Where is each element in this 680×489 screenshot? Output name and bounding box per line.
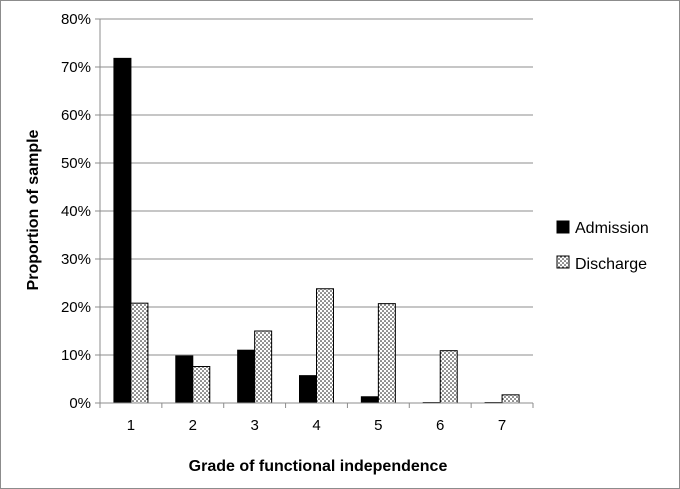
y-tick-label: 50% xyxy=(61,155,91,172)
x-tick-label: 3 xyxy=(250,417,258,434)
bar-discharge-5 xyxy=(377,303,396,404)
gridlines xyxy=(100,18,533,356)
bar-discharge-2 xyxy=(192,366,211,404)
y-tick-label: 40% xyxy=(61,203,91,220)
bar-admission-4 xyxy=(299,375,317,404)
bar-admission-2 xyxy=(175,355,194,404)
axes xyxy=(95,18,534,408)
bar-admission-1 xyxy=(113,57,132,404)
x-tick-label: 4 xyxy=(312,417,320,434)
y-tick-label: 20% xyxy=(61,299,91,316)
legend: Admission Discharge xyxy=(556,220,649,273)
y-tick-label: 70% xyxy=(61,59,91,76)
x-tick-label: 7 xyxy=(498,417,506,434)
bar-discharge-6 xyxy=(439,350,458,404)
y-tick-label: 30% xyxy=(61,251,91,268)
x-axis-title: Grade of functional independence xyxy=(189,458,448,475)
bar-discharge-4 xyxy=(316,288,334,404)
y-axis-title: Proportion of sample xyxy=(25,129,42,290)
bar-discharge-1 xyxy=(130,302,149,404)
y-tick-label: 60% xyxy=(61,107,91,124)
bar-admission-3 xyxy=(237,349,256,404)
bar-admission-5 xyxy=(360,396,379,404)
legend-swatch-admission xyxy=(556,220,570,234)
y-tick-label: 0% xyxy=(69,395,91,412)
legend-swatch-discharge xyxy=(556,255,570,269)
legend-label-admission: Admission xyxy=(575,220,649,237)
x-tick-label: 2 xyxy=(189,417,197,434)
y-tick-label: 10% xyxy=(61,347,91,364)
x-tick-label: 5 xyxy=(374,417,382,434)
bar-discharge-7 xyxy=(501,394,520,404)
legend-label-discharge: Discharge xyxy=(575,256,647,273)
x-tick-label: 6 xyxy=(436,417,444,434)
tick-labels: 0% 10% 20% 30% 40% 50% 60% 70% 80% 1 2 3 4 5 6 7 xyxy=(61,11,506,434)
bar-discharge-3 xyxy=(254,330,273,404)
x-tick-label: 1 xyxy=(127,417,135,434)
y-tick-label: 80% xyxy=(61,11,91,28)
